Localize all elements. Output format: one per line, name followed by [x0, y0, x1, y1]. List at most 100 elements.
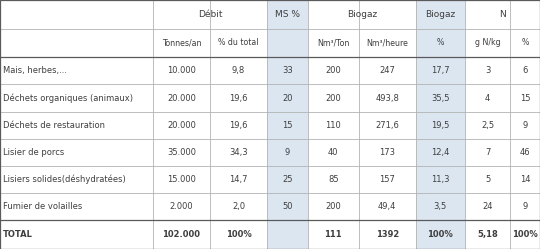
Text: 110: 110	[326, 121, 341, 130]
Bar	[267, 193, 308, 220]
Bar	[510, 166, 540, 193]
Text: Biogaz: Biogaz	[426, 10, 456, 19]
Bar	[510, 84, 540, 112]
Bar	[510, 220, 540, 249]
Text: 100%: 100%	[226, 230, 252, 239]
Text: 17,7: 17,7	[431, 66, 450, 75]
Bar	[465, 84, 510, 112]
Bar	[308, 166, 359, 193]
Bar	[510, 29, 540, 57]
Text: 20.000: 20.000	[167, 94, 196, 103]
Bar	[465, 139, 510, 166]
Text: 9,8: 9,8	[232, 66, 245, 75]
Bar	[359, 29, 416, 57]
Text: Lisier de porcs: Lisier de porcs	[3, 148, 64, 157]
Bar	[153, 166, 210, 193]
Bar	[510, 0, 540, 29]
Text: 271,6: 271,6	[375, 121, 399, 130]
Bar	[308, 0, 359, 29]
Bar	[465, 0, 510, 29]
Text: 46: 46	[519, 148, 530, 157]
Text: 2,5: 2,5	[481, 121, 494, 130]
Bar	[0, 193, 153, 220]
Text: 9: 9	[522, 121, 528, 130]
Text: 7: 7	[485, 148, 490, 157]
Text: Déchets de restauration: Déchets de restauration	[3, 121, 105, 130]
Bar	[210, 112, 267, 139]
Bar	[267, 139, 308, 166]
Text: 4: 4	[485, 94, 490, 103]
Bar	[416, 29, 465, 57]
Text: Tonnes/an: Tonnes/an	[162, 38, 201, 48]
Bar	[0, 0, 153, 29]
Bar	[308, 112, 359, 139]
Bar	[210, 193, 267, 220]
Text: Nm³/Ton: Nm³/Ton	[317, 38, 349, 48]
Bar	[416, 220, 465, 249]
Bar	[308, 84, 359, 112]
Text: TOTAL: TOTAL	[3, 230, 33, 239]
Text: g N/kg: g N/kg	[475, 38, 501, 48]
Text: Mais, herbes,...: Mais, herbes,...	[3, 66, 67, 75]
Text: Débit: Débit	[198, 10, 222, 19]
Bar	[308, 57, 359, 84]
Text: 100%: 100%	[512, 230, 538, 239]
Text: N: N	[499, 10, 506, 19]
Bar	[510, 139, 540, 166]
Text: 11,3: 11,3	[431, 175, 450, 184]
Bar	[267, 220, 308, 249]
Bar	[308, 220, 359, 249]
Bar	[359, 193, 416, 220]
Text: 24: 24	[482, 202, 493, 211]
Text: 9: 9	[522, 202, 528, 211]
Text: 111: 111	[325, 230, 342, 239]
Bar	[267, 57, 308, 84]
Bar	[416, 193, 465, 220]
Text: Nm³/heure: Nm³/heure	[366, 38, 408, 48]
Bar	[267, 166, 308, 193]
Bar	[0, 84, 153, 112]
Text: 19,6: 19,6	[230, 121, 248, 130]
Text: 493,8: 493,8	[375, 94, 399, 103]
Bar	[210, 139, 267, 166]
Text: Fumier de volailles: Fumier de volailles	[3, 202, 83, 211]
Bar	[465, 166, 510, 193]
Text: 34,3: 34,3	[229, 148, 248, 157]
Text: MS %: MS %	[275, 10, 300, 19]
Bar	[465, 193, 510, 220]
Bar	[465, 220, 510, 249]
Text: 19,6: 19,6	[230, 94, 248, 103]
Text: 173: 173	[379, 148, 395, 157]
Bar	[0, 112, 153, 139]
Text: 9: 9	[285, 148, 290, 157]
Text: 1392: 1392	[376, 230, 399, 239]
Bar	[210, 0, 267, 29]
Text: 14: 14	[519, 175, 530, 184]
Bar	[153, 220, 210, 249]
Text: 49,4: 49,4	[378, 202, 396, 211]
Text: 19,5: 19,5	[431, 121, 450, 130]
Bar	[153, 112, 210, 139]
Text: %: %	[437, 38, 444, 48]
Text: 2,0: 2,0	[232, 202, 245, 211]
Text: 20.000: 20.000	[167, 121, 196, 130]
Text: % du total: % du total	[218, 38, 259, 48]
Text: 35,5: 35,5	[431, 94, 450, 103]
Bar	[510, 193, 540, 220]
Text: Biogaz: Biogaz	[347, 10, 377, 19]
Text: 14,7: 14,7	[230, 175, 248, 184]
Text: 12,4: 12,4	[431, 148, 450, 157]
Bar	[267, 29, 308, 57]
Bar	[153, 29, 210, 57]
Text: Déchets organiques (animaux): Déchets organiques (animaux)	[3, 93, 133, 103]
Bar	[465, 29, 510, 57]
Bar	[416, 0, 465, 29]
Bar	[359, 0, 416, 29]
Text: 5: 5	[485, 175, 490, 184]
Text: 85: 85	[328, 175, 339, 184]
Bar	[416, 166, 465, 193]
Bar	[359, 84, 416, 112]
Text: 5,18: 5,18	[477, 230, 498, 239]
Bar	[465, 57, 510, 84]
Text: 15: 15	[519, 94, 530, 103]
